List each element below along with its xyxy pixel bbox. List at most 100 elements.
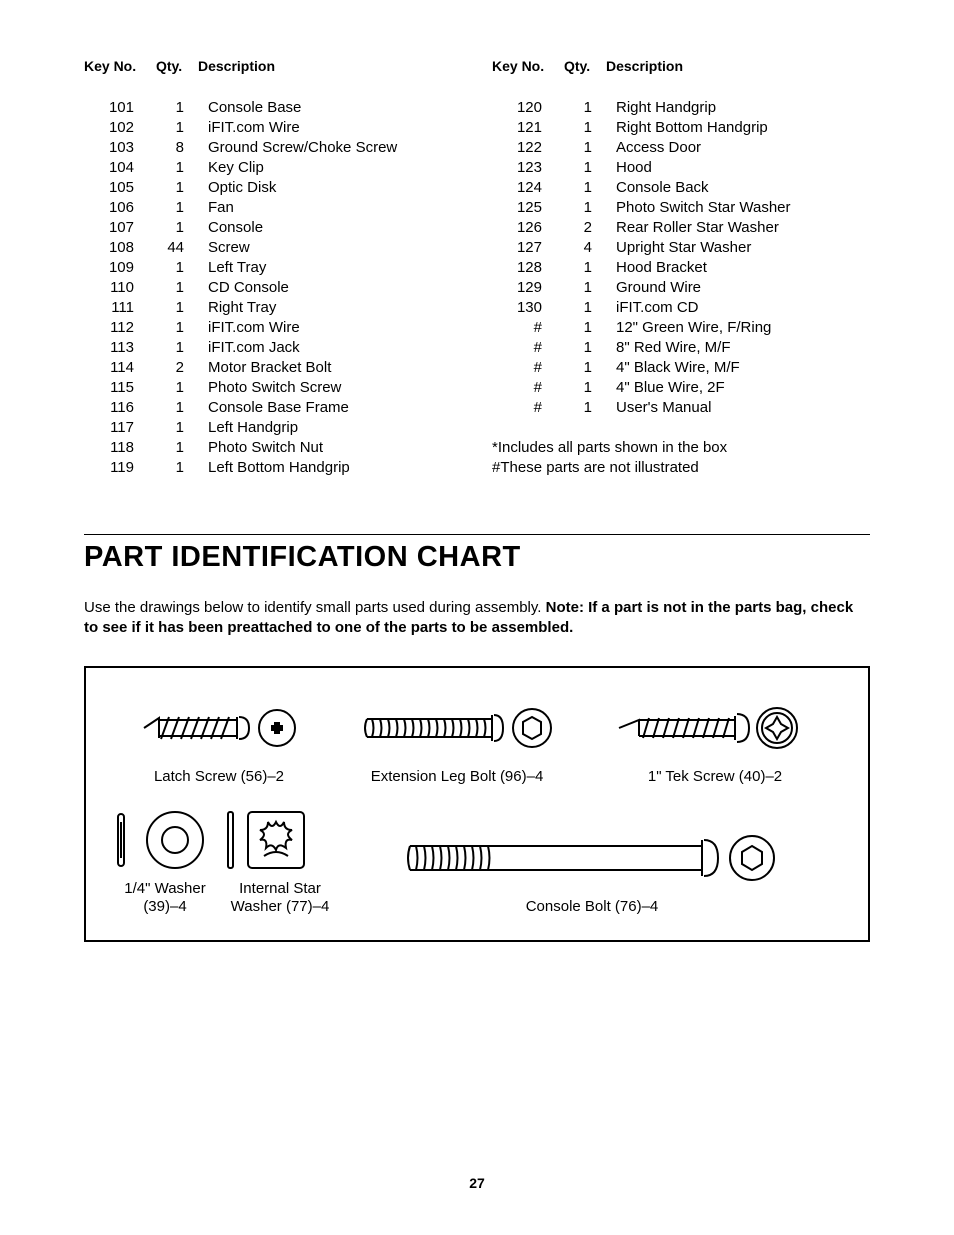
latch-screw-icon [139,698,299,758]
part-key: 101 [84,98,156,118]
part-desc: Console Base [208,98,462,118]
footnote-hash: #These parts are not illustrated [492,458,870,478]
part-row: 1051Optic Disk [84,178,462,198]
part-key: 130 [492,298,564,318]
part-qty: 1 [156,118,208,138]
part-qty: 1 [156,398,208,418]
part-desc: CD Console [208,278,462,298]
part-key: # [492,378,564,398]
parts-rows-left: 1011Console Base1021iFIT.com Wire1038Gro… [84,98,462,478]
part-desc: Optic Disk [208,178,462,198]
part-desc: Right Tray [208,298,462,318]
part-row: 1071Console [84,218,462,238]
console-bolt-icon [340,828,844,888]
part-desc: Ground Screw/Choke Screw [208,138,462,158]
part-key: 111 [84,298,156,318]
part-key: 103 [84,138,156,158]
part-row: 1131iFIT.com Jack [84,338,462,358]
part-qty: 1 [156,158,208,178]
part-key: 128 [492,258,564,278]
part-row: 1231Hood [492,158,870,178]
part-row: #18" Red Wire, M/F [492,338,870,358]
part-qty: 2 [156,358,208,378]
part-row: 10844Screw [84,238,462,258]
part-row: 1274Upright Star Washer [492,238,870,258]
part-desc: Upright Star Washer [616,238,870,258]
part-row: 1281Hood Bracket [492,258,870,278]
washer-1-4-icon [110,810,220,870]
part-row: #14" Blue Wire, 2F [492,378,870,398]
part-key: 118 [84,438,156,458]
part-key: 107 [84,218,156,238]
part-desc: Left Tray [208,258,462,278]
part-row: 1241Console Back [492,178,870,198]
part-qty: 1 [564,158,616,178]
part-row: 1171Left Handgrip [84,418,462,438]
part-key: 105 [84,178,156,198]
part-desc: Console Back [616,178,870,198]
chart-item-console-bolt: Console Bolt (76)–4 [340,828,844,916]
part-desc: Rear Roller Star Washer [616,218,870,238]
part-desc: Hood [616,158,870,178]
part-key: 109 [84,258,156,278]
part-row: 1161Console Base Frame [84,398,462,418]
part-row: 1211Right Bottom Handgrip [492,118,870,138]
part-desc: 12" Green Wire, F/Ring [616,318,870,338]
part-key: # [492,318,564,338]
part-qty: 2 [564,218,616,238]
part-key: 117 [84,418,156,438]
part-row: 1291Ground Wire [492,278,870,298]
part-row: 1041Key Clip [84,158,462,178]
part-desc: Console Base Frame [208,398,462,418]
part-key: 112 [84,318,156,338]
part-qty: 1 [156,378,208,398]
part-key: 124 [492,178,564,198]
part-row: 1038Ground Screw/Choke Screw [84,138,462,158]
part-row: #112" Green Wire, F/Ring [492,318,870,338]
part-qty: 1 [564,398,616,418]
column-headers-right: Key No. Qty. Description [492,58,870,74]
footnotes: *Includes all parts shown in the box #Th… [492,438,870,478]
part-key: 119 [84,458,156,478]
part-desc: Left Handgrip [208,418,462,438]
part-qty: 1 [564,318,616,338]
part-key: 122 [492,138,564,158]
part-key: # [492,358,564,378]
chart-row-bottom: 1/4" Washer (39)–4 In [110,810,844,916]
part-qty: 1 [156,178,208,198]
part-desc: Right Handgrip [616,98,870,118]
part-row: #14" Black Wire, M/F [492,358,870,378]
part-qty: 1 [564,198,616,218]
part-desc: 4" Blue Wire, 2F [616,378,870,398]
part-row: 1091Left Tray [84,258,462,278]
part-row: 1121iFIT.com Wire [84,318,462,338]
chart-label: Console Bolt (76)–4 [340,898,844,916]
part-key: 129 [492,278,564,298]
part-key: 115 [84,378,156,398]
part-desc: Motor Bracket Bolt [208,358,462,378]
part-desc: Hood Bracket [616,258,870,278]
intro-plain: Use the drawings below to identify small… [84,599,546,616]
chart-item-latch-screw: Latch Screw (56)–2 [139,698,299,786]
chart-item-tek-screw: 1" Tek Screw (40)–2 [615,698,815,786]
part-desc: Ground Wire [616,278,870,298]
footnote-star: *Includes all parts shown in the box [492,438,870,458]
part-desc: 8" Red Wire, M/F [616,338,870,358]
star-washer-icon [220,810,340,870]
part-desc: Fan [208,198,462,218]
part-desc: Photo Switch Star Washer [616,198,870,218]
chart-item-star-washer: Internal Star Washer (77)–4 [220,810,340,916]
parts-list-left: Key No. Qty. Description 1011Console Bas… [84,58,462,478]
parts-rows-right: 1201Right Handgrip1211Right Bottom Handg… [492,98,870,418]
header-key: Key No. [492,58,564,74]
part-desc: Key Clip [208,158,462,178]
part-qty: 1 [156,298,208,318]
part-qty: 1 [156,218,208,238]
part-qty: 1 [564,378,616,398]
part-row: 1142Motor Bracket Bolt [84,358,462,378]
parts-list-container: Key No. Qty. Description 1011Console Bas… [84,58,870,478]
part-desc: User's Manual [616,398,870,418]
part-qty: 1 [564,278,616,298]
header-desc: Description [606,58,683,74]
chart-label: 1" Tek Screw (40)–2 [615,768,815,786]
